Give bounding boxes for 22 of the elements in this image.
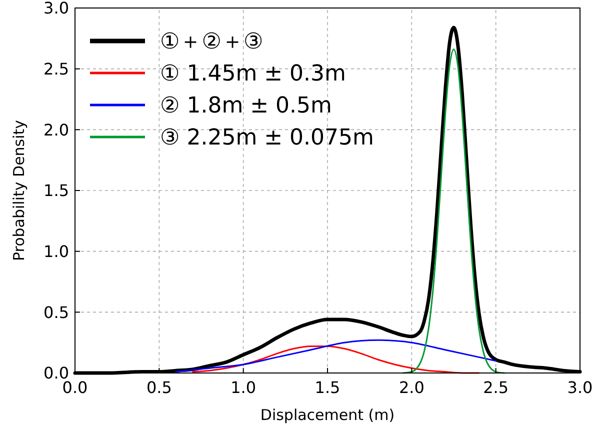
y-tick-label: 1.0 <box>44 242 69 261</box>
x-tick-label: 1.5 <box>314 378 340 397</box>
y-tick-label: 2.5 <box>44 59 69 78</box>
x-tick-label: 1.0 <box>230 378 256 397</box>
x-tick-label: 2.5 <box>483 378 509 397</box>
x-axis-title: Displacement (m) <box>260 406 395 424</box>
x-tick-label: 0.5 <box>146 378 172 397</box>
y-tick-label: 1.5 <box>44 181 69 200</box>
legend-label: ①＋②＋③ <box>160 30 264 55</box>
y-tick-label: 2.0 <box>44 120 69 140</box>
y-axis-title: Probability Density <box>10 120 28 262</box>
x-tick-label: 2.0 <box>398 378 424 397</box>
legend-label: ① 1.45m ± 0.3m <box>160 62 346 87</box>
x-tick-label: 3.0 <box>567 378 593 397</box>
line-series <box>192 345 480 374</box>
legend-label: ③ 2.25m ± 0.075m <box>160 126 374 151</box>
x-tick-label: 0.0 <box>62 378 88 397</box>
line-series <box>175 339 497 373</box>
line-series <box>402 48 505 374</box>
legend-label: ② 1.8m ± 0.5m <box>160 94 332 119</box>
y-tick-label: 3.0 <box>44 0 69 18</box>
y-tick-label: 0.5 <box>44 302 69 322</box>
